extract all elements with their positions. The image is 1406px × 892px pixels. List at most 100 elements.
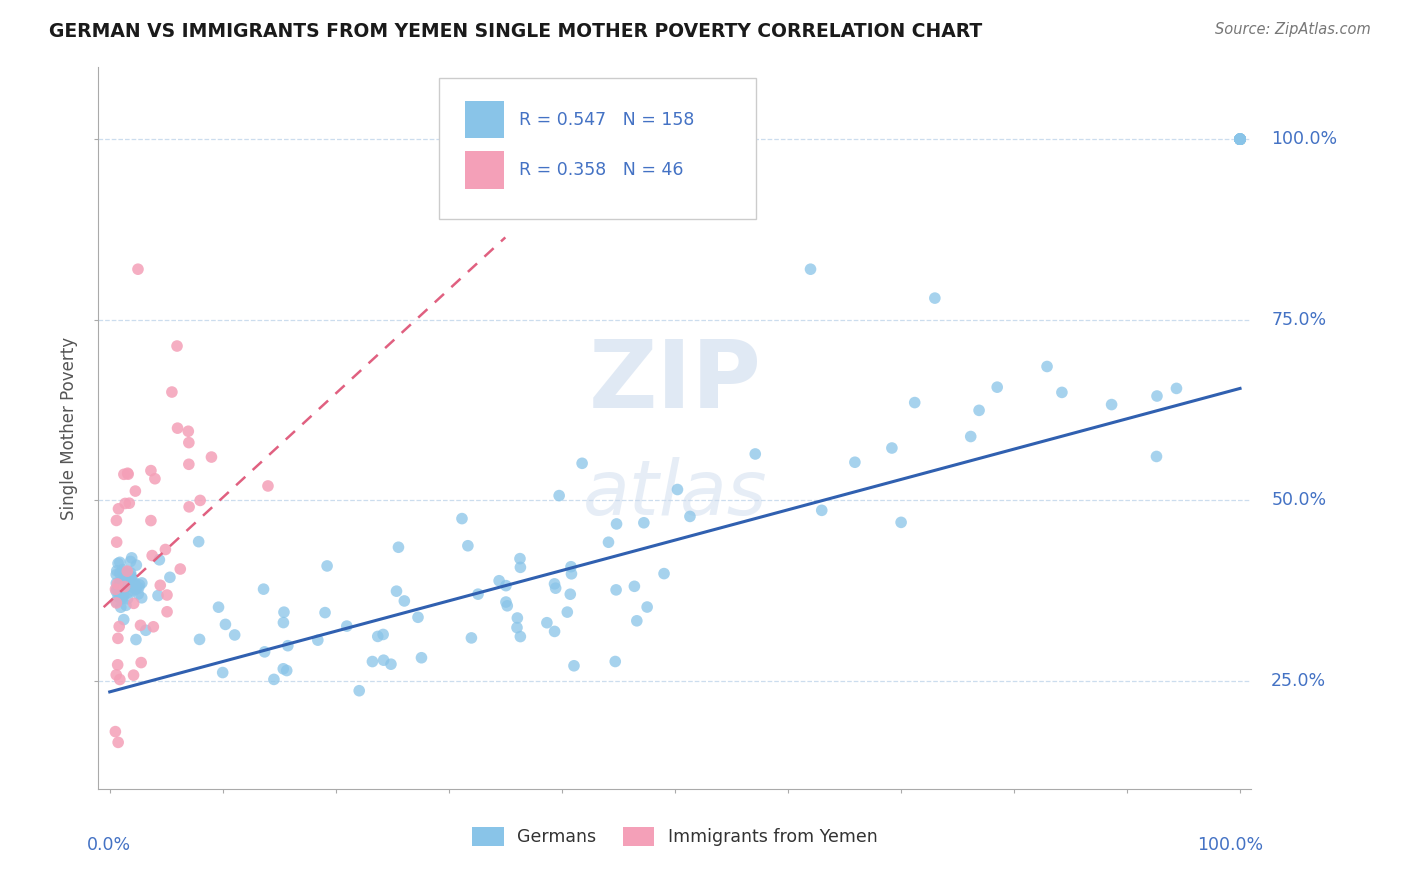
Point <box>139 514 162 528</box>
Point <box>110 585 132 599</box>
Point <box>107 501 129 516</box>
Point <box>120 554 142 568</box>
Point <box>108 555 131 569</box>
FancyBboxPatch shape <box>465 152 505 189</box>
Point <box>959 429 981 443</box>
Point <box>1229 132 1251 146</box>
Point <box>108 566 131 581</box>
Point <box>744 447 766 461</box>
Legend: Germans, Immigrants from Yemen: Germans, Immigrants from Yemen <box>465 820 884 853</box>
Point <box>125 558 148 573</box>
Point <box>361 655 384 669</box>
Point <box>120 570 142 584</box>
Point <box>146 589 169 603</box>
Point <box>114 496 136 510</box>
Point <box>598 535 620 549</box>
Text: 100.0%: 100.0% <box>1197 837 1263 855</box>
Point <box>110 576 132 591</box>
Point <box>509 551 531 566</box>
Point <box>111 591 134 606</box>
Point <box>118 570 141 584</box>
Point <box>211 665 233 680</box>
Text: 50.0%: 50.0% <box>1271 491 1326 509</box>
Point <box>142 620 165 634</box>
Text: 100.0%: 100.0% <box>1271 130 1337 148</box>
Point <box>214 617 236 632</box>
Point <box>107 590 129 604</box>
Text: GERMAN VS IMMIGRANTS FROM YEMEN SINGLE MOTHER POVERTY CORRELATION CHART: GERMAN VS IMMIGRANTS FROM YEMEN SINGLE M… <box>49 22 983 41</box>
Point <box>457 539 479 553</box>
Point <box>159 570 181 584</box>
Point <box>451 511 474 525</box>
Point <box>112 582 135 596</box>
Point <box>107 632 129 646</box>
Point <box>105 513 128 527</box>
Point <box>104 724 127 739</box>
Point <box>1229 132 1251 146</box>
Point <box>120 571 142 585</box>
Point <box>271 662 294 676</box>
Point <box>117 467 139 481</box>
Point <box>105 535 128 549</box>
Point <box>1229 132 1251 146</box>
Point <box>273 605 295 619</box>
Point <box>112 613 135 627</box>
Point <box>143 472 166 486</box>
Point <box>120 568 142 582</box>
Point <box>114 580 136 594</box>
Point <box>467 587 489 601</box>
Point <box>606 516 628 531</box>
Point <box>1229 132 1251 146</box>
Point <box>543 577 565 591</box>
Point <box>108 591 131 605</box>
Point <box>110 600 132 615</box>
Point <box>156 605 179 619</box>
Point <box>105 577 128 591</box>
Point <box>111 584 134 599</box>
Point <box>626 614 648 628</box>
Point <box>124 582 146 596</box>
Point <box>810 503 832 517</box>
Point <box>1229 132 1251 146</box>
Text: 0.0%: 0.0% <box>87 837 131 855</box>
Point <box>904 395 927 409</box>
Point <box>560 559 582 574</box>
Point <box>108 673 131 687</box>
Point <box>252 582 274 596</box>
Point <box>188 493 211 508</box>
Point <box>605 655 627 669</box>
Point <box>263 673 285 687</box>
Point <box>121 550 143 565</box>
Point <box>506 611 529 625</box>
Text: R = 0.358   N = 46: R = 0.358 N = 46 <box>519 161 683 179</box>
Point <box>149 578 172 592</box>
Point <box>108 577 131 591</box>
Point <box>207 600 229 615</box>
Point <box>107 657 129 672</box>
Point <box>105 576 128 591</box>
Text: Source: ZipAtlas.com: Source: ZipAtlas.com <box>1215 22 1371 37</box>
Point <box>114 567 136 582</box>
Text: atlas: atlas <box>582 457 768 531</box>
Point <box>844 455 866 469</box>
Point <box>125 632 148 647</box>
Point <box>555 605 578 619</box>
Point <box>129 656 152 670</box>
Point <box>131 591 153 605</box>
Point <box>112 575 135 590</box>
Point <box>160 385 183 400</box>
Point <box>105 584 128 599</box>
Point <box>506 621 529 635</box>
Point <box>224 628 246 642</box>
Point <box>117 591 139 606</box>
Point <box>1101 398 1123 412</box>
Point <box>307 633 329 648</box>
Point <box>107 557 129 571</box>
Point <box>108 619 131 633</box>
Point <box>277 639 299 653</box>
Point <box>488 574 510 588</box>
Point <box>110 590 132 604</box>
Point <box>1229 132 1251 146</box>
Point <box>112 467 135 482</box>
Point <box>166 421 188 435</box>
